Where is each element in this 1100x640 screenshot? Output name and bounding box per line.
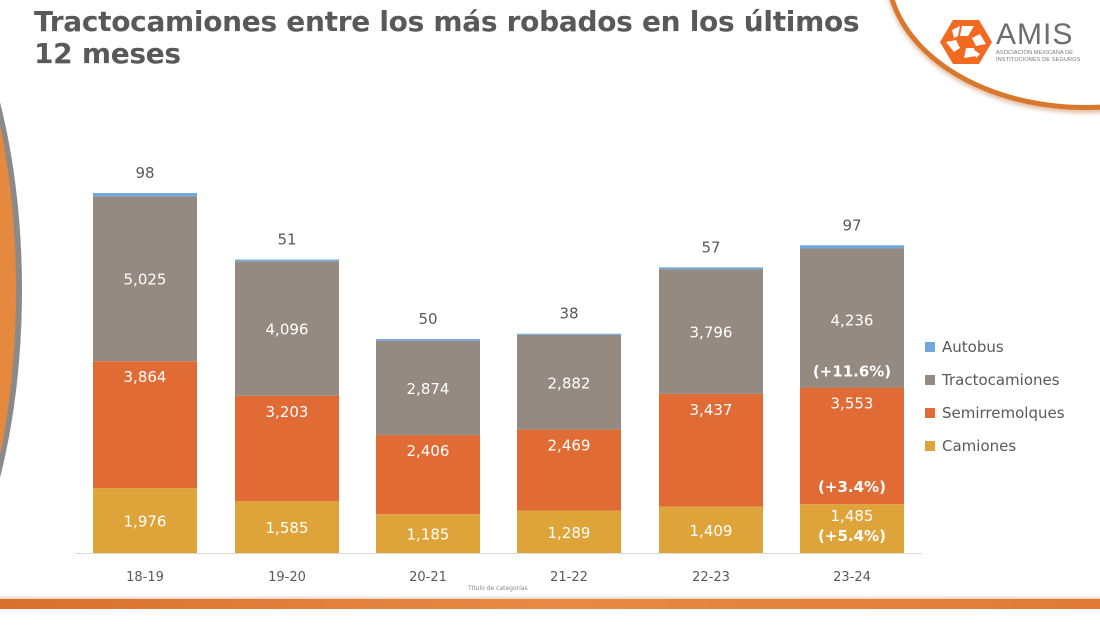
chart-legend: Autobus Tractocamiones Semirremolques Ca… (925, 330, 1065, 462)
data-label-autobus-19-20: 51 (277, 231, 296, 249)
annotation-semirremolques-23-24: (+3.4%) (818, 478, 886, 496)
legend-item-semirremolques: Semirremolques (925, 396, 1065, 429)
bar-semirremolques-20-21 (376, 435, 480, 515)
data-label-autobus-23-24: 97 (842, 216, 861, 234)
data-label-semirremolques-18-19: 3,864 (124, 368, 167, 386)
legend-swatch-camiones (925, 440, 935, 451)
legend-swatch-tractocamiones (925, 374, 935, 385)
amis-hexagon-icon (940, 20, 992, 64)
bar-autobus-22-23 (659, 267, 763, 270)
bar-semirremolques-21-22 (517, 429, 621, 511)
x-tick-label-19-20: 19-20 (268, 570, 306, 585)
bar-tractocamiones-21-22 (517, 334, 621, 430)
bar-semirremolques-18-19 (93, 361, 197, 489)
data-label-tractocamiones-19-20: 4,096 (266, 321, 309, 339)
legend-item-autobus: Autobus (925, 330, 1065, 363)
annotation-camiones-23-24: (+5.4%) (818, 527, 886, 545)
bar-autobus-19-20 (235, 259, 339, 262)
amis-logo: AMIS ASOCIACIÓN MEXICANA DE INSTITUCIONE… (940, 18, 1080, 66)
bar-camiones-22-23 (659, 506, 763, 553)
legend-label-camiones: Camiones (942, 436, 1017, 455)
bar-autobus-18-19 (93, 193, 197, 197)
legend-label-semirremolques: Semirremolques (942, 403, 1065, 422)
bar-camiones-21-22 (517, 510, 621, 553)
bar-semirremolques-19-20 (235, 395, 339, 501)
logo-subtitle-1: ASOCIACIÓN MEXICANA DE (996, 50, 1074, 56)
x-axis-title: Título de categorías (468, 585, 528, 592)
bar-semirremolques-22-23 (659, 393, 763, 507)
data-label-tractocamiones-21-22: 2,882 (548, 374, 591, 392)
data-label-autobus-18-19: 98 (135, 164, 154, 182)
logo-subtitle-2: INSTITUCIONES DE SEGUROS (996, 57, 1081, 63)
x-tick-label-21-22: 21-22 (550, 570, 588, 585)
data-label-tractocamiones-23-24: 4,236 (831, 311, 874, 329)
legend-item-camiones: Camiones (925, 429, 1065, 462)
data-label-camiones-18-19: 1,976 (124, 513, 167, 531)
bar-autobus-20-21 (376, 339, 480, 341)
bar-tractocamiones-19-20 (235, 261, 339, 396)
page-title: Tractocamiones entre los más robados en … (34, 5, 860, 70)
x-tick-label-23-24: 23-24 (833, 570, 871, 585)
legend-swatch-autobus (925, 341, 935, 352)
x-tick-label-22-23: 22-23 (692, 570, 730, 585)
legend-label-autobus: Autobus (942, 337, 1004, 356)
data-label-camiones-20-21: 1,185 (407, 526, 450, 544)
data-label-camiones-21-22: 1,289 (548, 524, 591, 542)
x-tick-label-20-21: 20-21 (409, 570, 447, 585)
data-label-camiones-23-24: 1,485 (831, 507, 874, 525)
bar-camiones-23-24 (800, 504, 904, 553)
bar-tractocamiones-23-24 (800, 248, 904, 388)
data-label-autobus-21-22: 38 (559, 305, 578, 323)
data-label-camiones-19-20: 1,585 (266, 519, 309, 537)
data-label-semirremolques-19-20: 3,203 (266, 403, 309, 421)
data-label-tractocamiones-22-23: 3,796 (690, 324, 733, 342)
bar-tractocamiones-22-23 (659, 269, 763, 394)
data-label-autobus-20-21: 50 (418, 310, 437, 328)
bar-camiones-20-21 (376, 514, 480, 553)
bar-tractocamiones-18-19 (93, 196, 197, 362)
bar-camiones-19-20 (235, 500, 339, 553)
x-tick-label-18-19: 18-19 (126, 570, 164, 585)
data-label-semirremolques-22-23: 3,437 (690, 401, 733, 419)
data-label-camiones-22-23: 1,409 (690, 522, 733, 540)
bar-tractocamiones-20-21 (376, 340, 480, 436)
data-label-autobus-22-23: 57 (701, 238, 720, 256)
data-label-semirremolques-21-22: 2,469 (548, 437, 591, 455)
bar-semirremolques-23-24 (800, 387, 904, 505)
logo-name: AMIS (996, 18, 1074, 51)
data-label-tractocamiones-20-21: 2,874 (407, 380, 450, 398)
data-label-semirremolques-23-24: 3,553 (831, 395, 874, 413)
bar-autobus-23-24 (800, 245, 904, 249)
bottom-decorative-band (0, 599, 1100, 609)
legend-swatch-semirremolques (925, 407, 935, 418)
annotation-tractocamiones-23-24: (+11.6%) (813, 363, 891, 381)
bar-autobus-21-22 (517, 333, 621, 335)
legend-item-tractocamiones: Tractocamiones (925, 363, 1065, 396)
data-label-tractocamiones-18-19: 5,025 (124, 271, 167, 289)
data-label-semirremolques-20-21: 2,406 (407, 442, 450, 460)
legend-label-tractocamiones: Tractocamiones (942, 370, 1060, 389)
bar-camiones-18-19 (93, 488, 197, 553)
stacked-bar-chart: 1,976 3,864 5,025 98 18-19 1,585 3,203 4,096 51 1… (75, 164, 922, 585)
bottom-shadow (0, 595, 1100, 599)
